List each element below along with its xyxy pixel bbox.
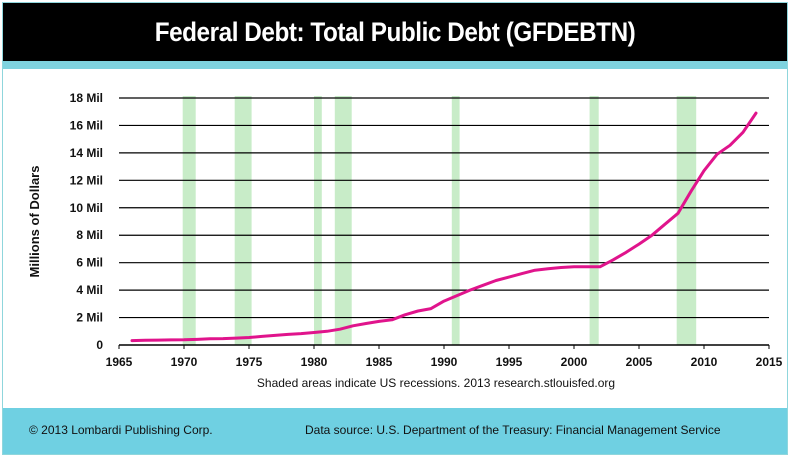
x-tick-label: 1970 — [171, 355, 198, 369]
recession-band — [676, 96, 697, 345]
y-tick-label: 8 Mil — [76, 228, 103, 242]
y-tick-label: 16 Mil — [70, 118, 103, 132]
copyright-text: © 2013 Lombardi Publishing Corp. — [29, 423, 213, 437]
recession-band — [234, 96, 252, 345]
y-tick-label: 0 — [96, 338, 103, 352]
data-source-text: Data source: U.S. Department of the Trea… — [305, 423, 721, 437]
x-tick-label: 1985 — [366, 355, 393, 369]
x-tick-label: 2005 — [626, 355, 653, 369]
x-axis-ticks: 1965 1970 1975 1980 1985 1990 1995 2000 2005 2010… — [106, 345, 783, 369]
x-tick-label: 1965 — [106, 355, 133, 369]
y-tick-label: 14 Mil — [70, 146, 103, 160]
recession-shading — [182, 96, 697, 345]
recession-band — [182, 96, 196, 345]
y-tick-label: 10 Mil — [70, 201, 103, 215]
title-bar: Federal Debt: Total Public Debt (GFDEBTN… — [3, 3, 787, 61]
title-underline — [3, 61, 787, 69]
recession-band — [451, 96, 460, 345]
y-tick-label: 2 Mil — [76, 311, 103, 325]
recession-note: Shaded areas indicate US recessions. 201… — [257, 376, 615, 390]
recession-band — [314, 96, 322, 345]
recession-band — [589, 96, 599, 345]
footer-bar: © 2013 Lombardi Publishing Corp. Data so… — [3, 408, 787, 454]
gridlines — [119, 97, 769, 346]
y-axis-ticks: 0 2 Mil 4 Mil 6 Mil 8 Mil 10 Mil 12 Mil 14 Mil 1… — [70, 91, 104, 352]
y-tick-label: 12 Mil — [70, 173, 103, 187]
series-line — [130, 111, 758, 343]
debt-line-chart: 0 2 Mil 4 Mil 6 Mil 8 Mil 10 Mil 12 Mil 14 Mil 1… — [27, 91, 783, 390]
recession-band — [334, 96, 352, 345]
x-tick-label: 1975 — [236, 355, 263, 369]
chart-title: Federal Debt: Total Public Debt (GFDEBTN… — [154, 16, 636, 47]
x-tick-label: 1990 — [431, 355, 458, 369]
x-tick-label: 2010 — [691, 355, 718, 369]
y-tick-label: 4 Mil — [76, 283, 103, 297]
y-axis-label: Millions of Dollars — [27, 166, 42, 278]
x-tick-label: 2015 — [756, 355, 783, 369]
x-tick-label: 2000 — [561, 355, 588, 369]
series-layer — [130, 111, 758, 343]
x-tick-label: 1980 — [301, 355, 328, 369]
y-tick-label: 6 Mil — [76, 256, 103, 270]
y-tick-label: 18 Mil — [70, 91, 103, 105]
x-tick-label: 1995 — [496, 355, 523, 369]
